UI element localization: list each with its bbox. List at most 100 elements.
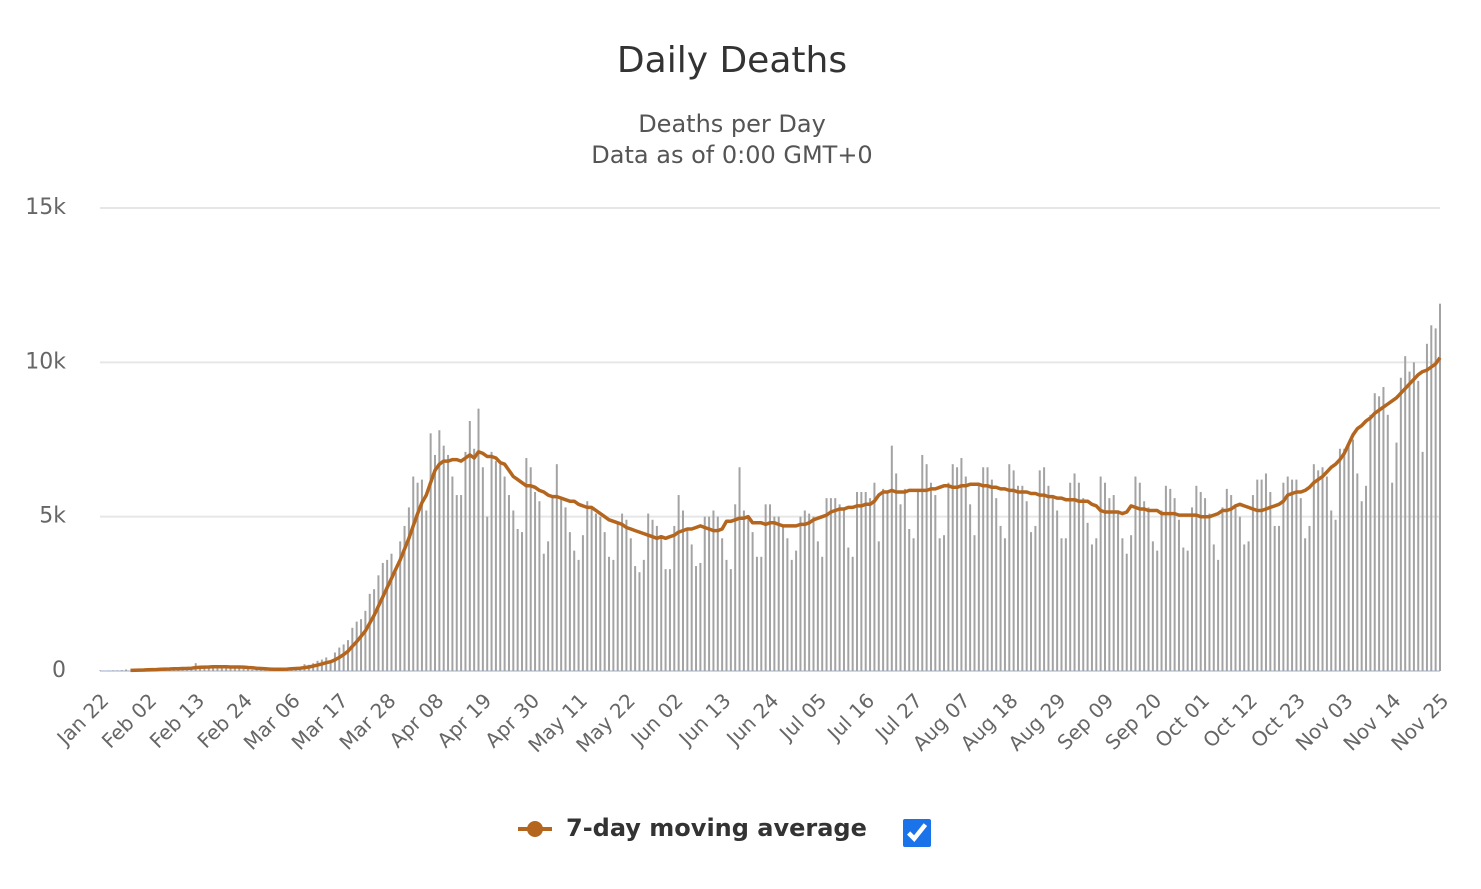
bar (1034, 525, 1037, 671)
bar (1299, 498, 1302, 671)
bar (542, 553, 545, 671)
bar (703, 516, 706, 671)
bar (1408, 371, 1411, 671)
bar (1108, 498, 1111, 671)
bar (1164, 485, 1167, 671)
bar (929, 482, 932, 671)
bar (1008, 464, 1011, 671)
bar (1325, 476, 1328, 671)
x-tick-label: Jul 05 (773, 688, 831, 746)
bar (1090, 544, 1093, 671)
bar (394, 572, 397, 671)
bar (1069, 482, 1072, 671)
bar (1117, 513, 1120, 671)
bar (782, 525, 785, 671)
bar (943, 535, 946, 671)
bar (1260, 479, 1263, 671)
bar (751, 532, 754, 671)
bar (246, 669, 249, 671)
bar (847, 547, 850, 671)
bar (494, 461, 497, 671)
bar (1351, 439, 1354, 671)
x-tick-label: Jun 24 (720, 688, 783, 751)
bar (608, 556, 611, 671)
bar (1191, 507, 1194, 671)
bar (473, 448, 476, 671)
bar (451, 476, 454, 671)
bar (934, 495, 937, 671)
bar (708, 516, 711, 671)
bar (1365, 485, 1368, 671)
series-toggle[interactable] (903, 819, 931, 847)
bar (860, 491, 863, 671)
bar (738, 467, 741, 671)
bar (229, 667, 232, 671)
bar (634, 566, 637, 671)
bar (1330, 510, 1333, 671)
bar (1308, 525, 1311, 671)
bar (1086, 522, 1089, 671)
bar (255, 670, 258, 671)
bar (1212, 544, 1215, 671)
bar (816, 541, 819, 671)
bar (555, 464, 558, 671)
bar (990, 479, 993, 671)
bar (460, 495, 463, 671)
legend-marker (527, 821, 543, 837)
bar (1234, 504, 1237, 671)
bar (233, 668, 236, 671)
bar (925, 464, 928, 671)
bar (599, 516, 602, 671)
bar (1095, 538, 1098, 671)
bar (1291, 479, 1294, 671)
bar (1286, 476, 1289, 671)
bar (1417, 380, 1420, 671)
bar (621, 513, 624, 671)
bar (390, 553, 393, 671)
bar (1160, 510, 1163, 671)
bar (468, 420, 471, 671)
bar (612, 559, 615, 671)
bar (677, 495, 680, 671)
bar (729, 569, 732, 671)
bar (1099, 476, 1102, 671)
bar (647, 513, 650, 671)
bar (999, 525, 1002, 671)
bar (712, 510, 715, 671)
bar (399, 541, 402, 671)
bar (764, 504, 767, 671)
bar (1169, 488, 1172, 671)
bar (742, 510, 745, 671)
bar (1230, 495, 1233, 671)
bar (1378, 396, 1381, 671)
bar (1143, 501, 1146, 671)
bar (1217, 559, 1220, 671)
bar (1404, 356, 1407, 671)
bar (1104, 482, 1106, 671)
bar (681, 510, 684, 671)
bar (1399, 377, 1402, 671)
bar (381, 562, 384, 671)
bar (377, 575, 380, 671)
legend-label: 7-day moving average (566, 814, 867, 842)
bar (438, 430, 441, 671)
bar (355, 621, 358, 671)
bar (864, 491, 867, 671)
bar (603, 532, 606, 671)
bar (834, 498, 837, 671)
bar (1147, 507, 1150, 671)
bar (207, 667, 210, 671)
bar (1082, 498, 1085, 671)
bar (838, 504, 841, 671)
bar (1282, 482, 1285, 671)
bar (973, 535, 976, 671)
bar (425, 510, 428, 671)
bar (1151, 541, 1154, 671)
bar (525, 458, 528, 671)
bar (251, 669, 254, 671)
bar (477, 408, 480, 671)
bar (373, 589, 376, 671)
bar (695, 566, 698, 671)
bar (1134, 476, 1137, 671)
bar (1121, 538, 1124, 671)
